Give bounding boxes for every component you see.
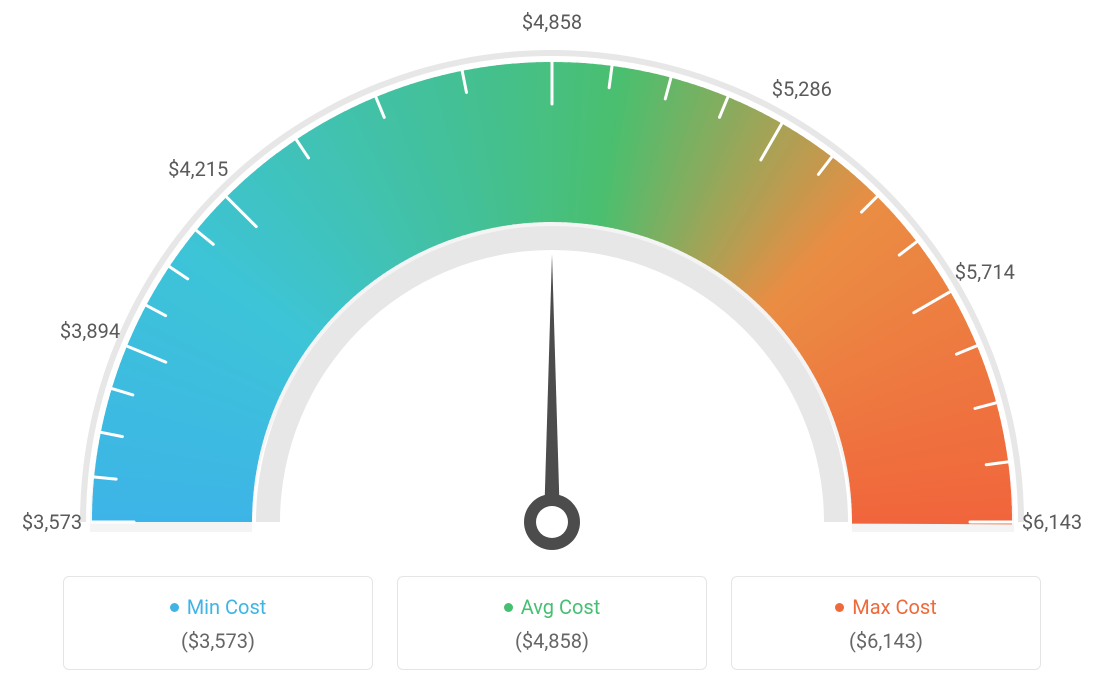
gauge-tick-label: $4,215 <box>168 157 228 181</box>
gauge-svg <box>0 0 1104 560</box>
legend-value-avg: ($4,858) <box>408 629 696 653</box>
legend-dot-avg <box>504 603 513 612</box>
legend-label-max: Max Cost <box>852 595 937 619</box>
legend-card-min: Min Cost ($3,573) <box>63 576 373 670</box>
cost-gauge-chart: $3,573 $3,894 $4,215 $4,858 $5,286 $5,714 $6,1… <box>0 0 1104 560</box>
legend-title-max: Max Cost <box>835 595 937 619</box>
legend-row: Min Cost ($3,573) Avg Cost ($4,858) Max … <box>0 576 1104 670</box>
gauge-tick-label: $6,143 <box>1022 510 1082 534</box>
legend-card-avg: Avg Cost ($4,858) <box>397 576 707 670</box>
legend-card-max: Max Cost ($6,143) <box>731 576 1041 670</box>
legend-dot-max <box>835 603 844 612</box>
legend-value-min: ($3,573) <box>74 629 362 653</box>
legend-title-avg: Avg Cost <box>504 595 601 619</box>
gauge-tick-label: $3,894 <box>60 319 120 343</box>
gauge-tick-label: $5,286 <box>772 77 832 101</box>
legend-dot-min <box>170 603 179 612</box>
legend-title-min: Min Cost <box>170 595 267 619</box>
gauge-tick-label: $5,714 <box>955 260 1015 284</box>
legend-label-avg: Avg Cost <box>521 595 601 619</box>
legend-value-max: ($6,143) <box>742 629 1030 653</box>
gauge-tick-label: $4,858 <box>522 10 582 34</box>
gauge-tick-label: $3,573 <box>22 510 82 534</box>
legend-label-min: Min Cost <box>187 595 267 619</box>
